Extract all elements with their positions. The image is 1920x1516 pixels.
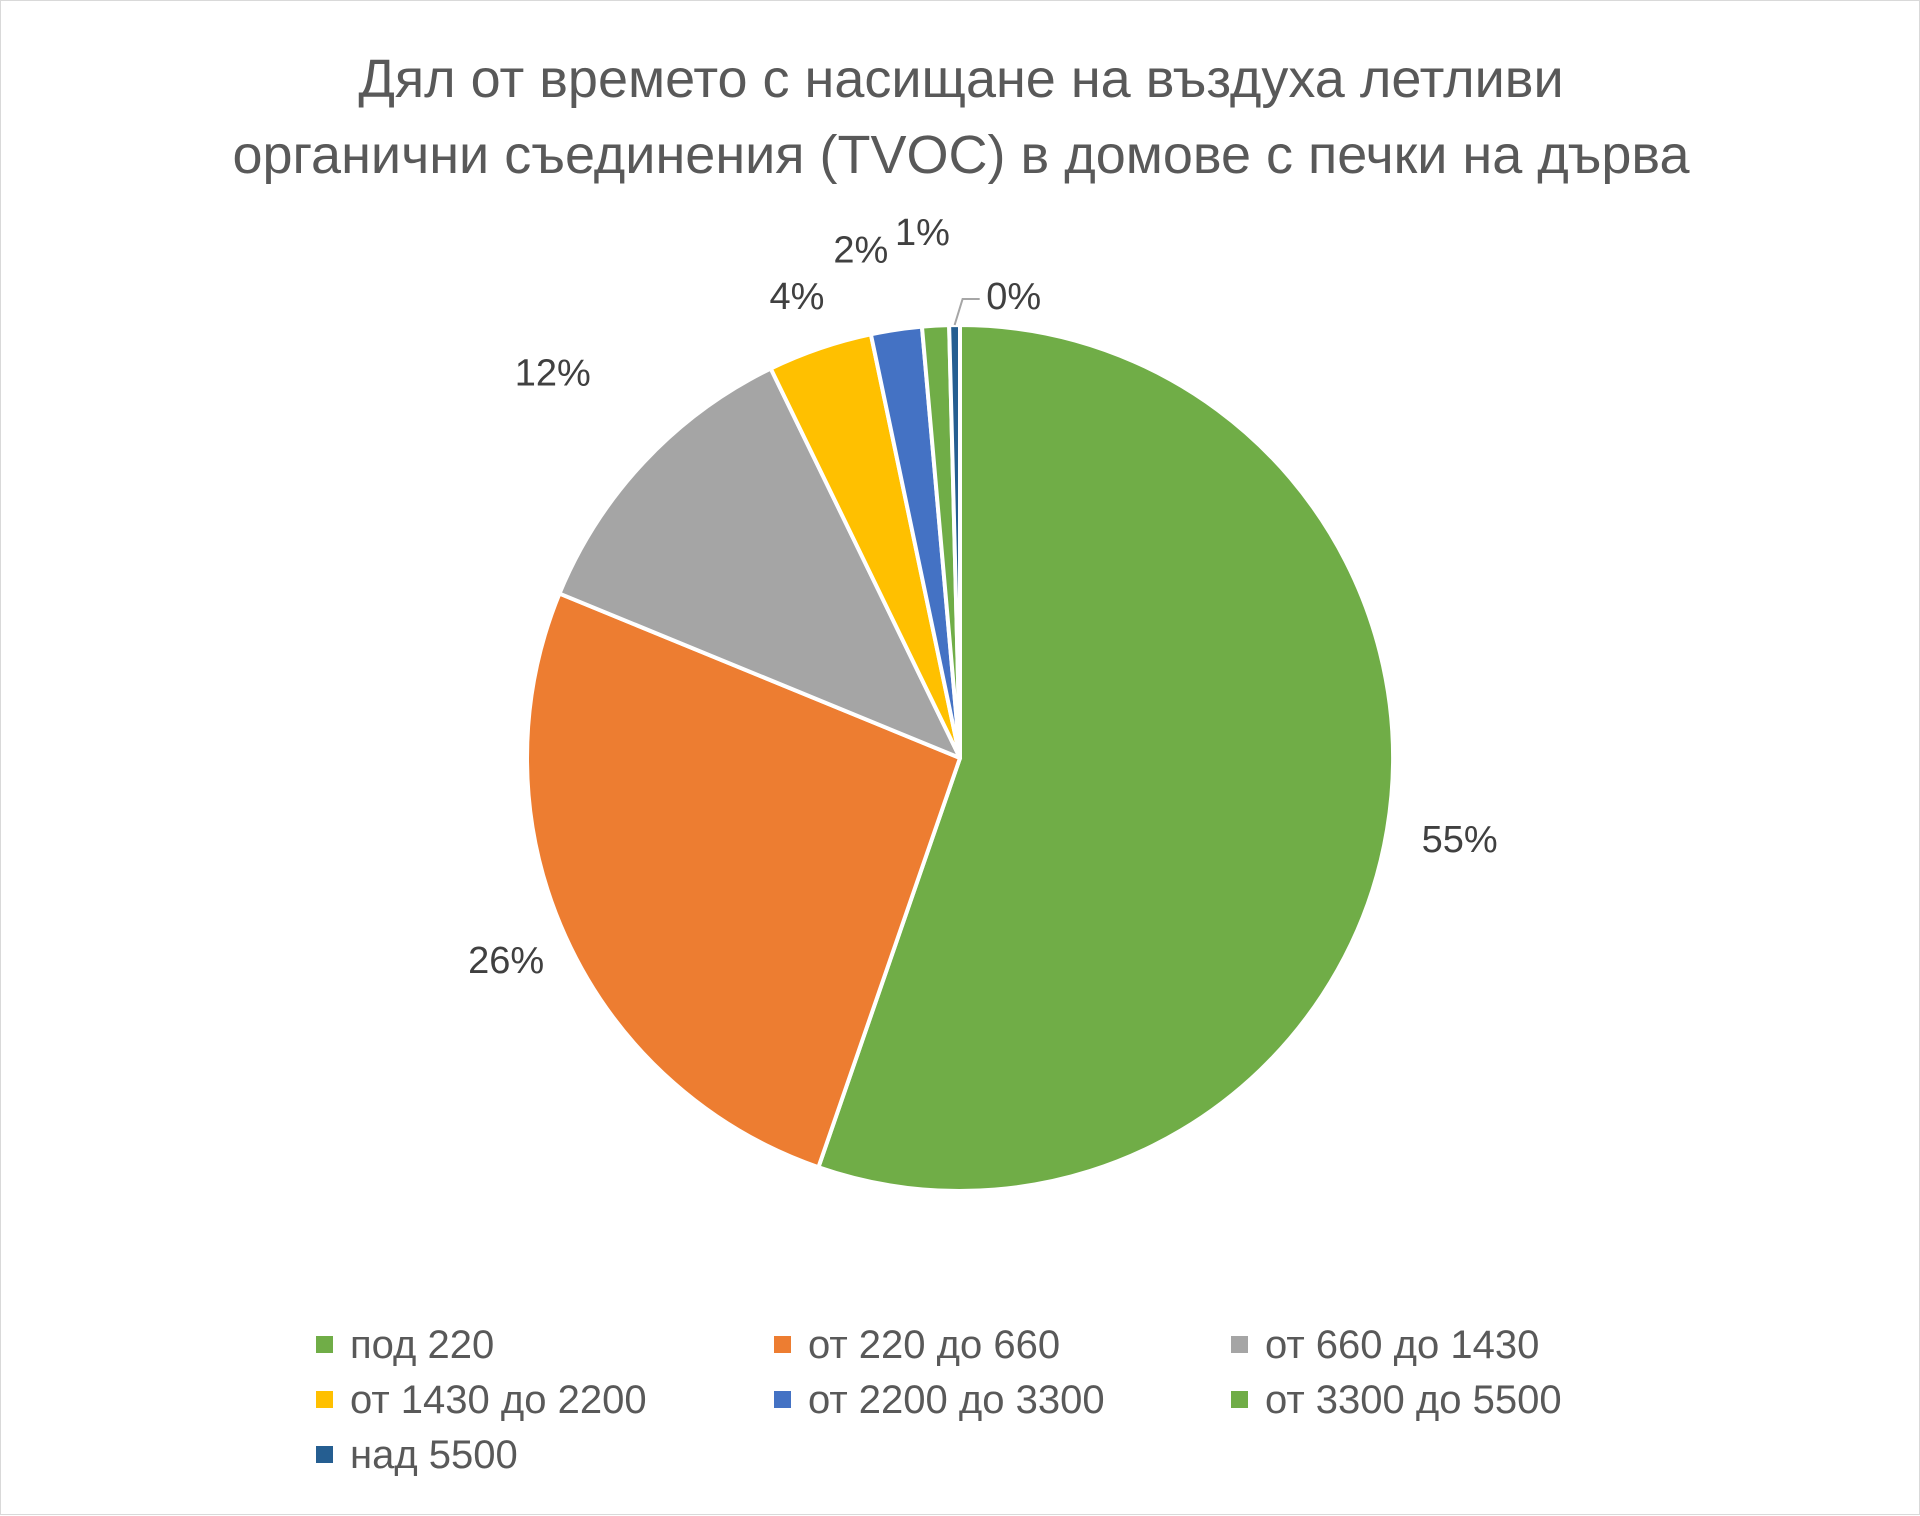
legend-label: от 3300 до 5500 — [1265, 1378, 1562, 1422]
data-label-1: 55% — [1422, 819, 1498, 861]
legend-label: от 660 до 1430 — [1265, 1323, 1540, 1367]
legend-label: от 2200 до 3300 — [808, 1378, 1105, 1422]
data-label-2: 26% — [468, 940, 544, 982]
legend-item-7: над 5500 — [316, 1429, 518, 1481]
data-label-3: 12% — [515, 353, 591, 395]
pie-slice-7 — [947, 323, 962, 760]
legend-swatch — [316, 1335, 333, 1353]
leader-line — [953, 298, 980, 326]
legend-swatch — [1231, 1335, 1248, 1353]
legend-label: от 220 до 660 — [808, 1323, 1061, 1367]
legend-swatch — [1231, 1390, 1248, 1408]
pie-slices — [525, 323, 1395, 1193]
data-label-5: 2% — [833, 230, 888, 272]
chart-title-line-1: Дял от времето с насищане на въздуха лет… — [358, 49, 1564, 109]
pie-slice-1 — [816, 323, 1395, 1193]
legend-item-4: от 1430 до 2200 — [316, 1374, 647, 1426]
chart-title: Дял от времето с насищане на въздуха лет… — [1, 41, 1920, 193]
data-label-4: 4% — [769, 276, 824, 318]
legend-swatch — [316, 1445, 333, 1463]
legend-swatch — [774, 1335, 791, 1353]
leader-lines — [953, 298, 980, 326]
legend-item-5: от 2200 до 3300 — [774, 1374, 1105, 1426]
legend-swatch — [316, 1390, 333, 1408]
pie-slice-3 — [557, 366, 962, 760]
legend-label: под 220 — [350, 1323, 495, 1367]
legend-swatch — [774, 1390, 791, 1408]
data-label-6: 1% — [895, 212, 950, 254]
legend-item-3: от 660 до 1430 — [1231, 1319, 1539, 1371]
pie-slice-2 — [525, 591, 962, 1170]
legend-label: над 5500 — [350, 1433, 518, 1477]
legend-item-2: от 220 до 660 — [774, 1319, 1060, 1371]
chart-title-line-2: органични съединения (TVOC) в домове с п… — [232, 125, 1690, 185]
data-label-7: 0% — [986, 276, 1041, 318]
data-labels: 55% 26% 12% 4%2% 1% 0% — [468, 212, 1497, 982]
legend-item-6: от 3300 до 5500 — [1231, 1374, 1562, 1426]
legend-item-1: под 220 — [316, 1319, 494, 1371]
legend-label: от 1430 до 2200 — [350, 1378, 647, 1422]
